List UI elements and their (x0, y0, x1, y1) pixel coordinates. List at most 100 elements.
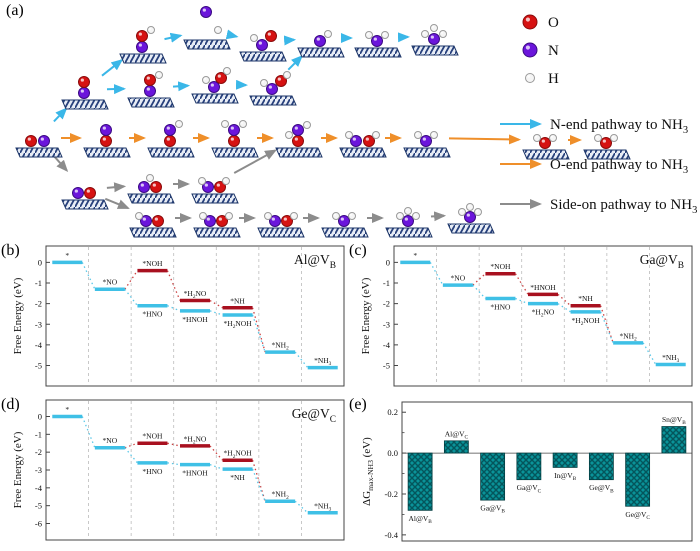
atom-highlight (203, 77, 207, 80)
n-atom-icon (522, 42, 538, 58)
atom-highlight (466, 213, 470, 217)
pathway-arrow-orange (448, 134, 521, 145)
y-tick-label: -4 (35, 483, 43, 493)
n-atom-icon (292, 124, 304, 136)
h-atom-icon (221, 120, 229, 128)
y-tick-label: -2 (35, 299, 42, 309)
step-connector-red (166, 270, 181, 301)
atom-highlight (146, 87, 150, 91)
adsorption-state-t4 (354, 31, 402, 58)
atom-highlight (283, 217, 287, 221)
surface-slab (211, 147, 259, 158)
h-atom-icon (199, 212, 207, 220)
adsorption-state-g3 (191, 177, 239, 204)
y-tick-label: 0.0 (387, 448, 398, 458)
adsorption-state-g2 (127, 174, 175, 204)
surface-slab (385, 227, 433, 238)
surface-slab (339, 147, 387, 158)
pathway-arrow-cyan (172, 81, 191, 92)
atom-highlight (325, 31, 329, 34)
h-atom-icon (198, 177, 206, 185)
adsorption-state-t3 (297, 30, 345, 58)
legend-pathway-gray: Side-on pathway to NH3 (500, 197, 697, 216)
y-axis-label: Free Energy (eV) (12, 431, 24, 508)
atom-highlight (80, 78, 84, 82)
h-atom-icon (549, 134, 557, 142)
energy-level-label: *H2NOH (572, 316, 601, 327)
panel-d-free-energy-chart: 0 -1 -2 -3 -4 -5 -6 Free Energy (eV) Ge@VC * *NO *N… (12, 399, 345, 541)
atom-highlight (140, 183, 144, 187)
step-connector-cyan (124, 447, 138, 464)
legend-atom-H: H (525, 71, 559, 87)
surface-slab (61, 99, 109, 110)
energy-level-label: *H2NO (532, 308, 555, 319)
h-atom-icon (303, 121, 311, 129)
adsorption-state-t2 (239, 30, 287, 62)
y-axis-label: Free Energy (eV) (360, 277, 372, 354)
atom-highlight (176, 121, 180, 124)
energy-level-label: *H2NO (184, 289, 207, 300)
n-atom-icon (266, 83, 278, 95)
y-tick-label: -1 (35, 429, 42, 439)
step-connector-red (599, 305, 614, 344)
energy-level-label: *NH2 (272, 490, 290, 501)
n-atom-icon (402, 215, 414, 227)
step-connector-cyan (81, 262, 96, 290)
o-atom-icon (539, 137, 551, 149)
surface-slab (191, 93, 239, 104)
o-atom-icon (144, 74, 156, 86)
atom-highlight (200, 213, 204, 216)
energy-level-label: *NO (103, 278, 118, 287)
h-atom-icon (332, 212, 340, 220)
atom-highlight (349, 213, 353, 216)
atom-highlight (352, 137, 356, 141)
energy-level-label: *NH3 (314, 356, 332, 367)
atom-highlight (222, 121, 226, 124)
surface-slab (522, 149, 570, 160)
atom-highlight (405, 208, 409, 211)
atom-highlight (291, 213, 295, 216)
o-atom-icon (136, 30, 148, 42)
surface-slab (127, 97, 175, 108)
y-tick-label: 0.2 (387, 407, 398, 417)
o-atom-icon (600, 137, 612, 149)
o-atom-icon (78, 76, 90, 88)
energy-level-label: *HNOH (530, 283, 556, 292)
atom-highlight (156, 72, 160, 75)
y-tick-label: -1 (35, 278, 42, 288)
h-atom-icon (202, 76, 210, 84)
y-tick-label: -0.4 (385, 530, 399, 540)
atom-highlight (602, 139, 606, 143)
step-connector-cyan (294, 500, 309, 514)
adsorption-state-m2 (147, 120, 195, 158)
h-atom-icon (175, 120, 183, 128)
y-tick-label: -4 (35, 340, 43, 350)
atom-highlight (268, 85, 272, 89)
surface-slab (583, 149, 631, 160)
atom-highlight (223, 178, 227, 181)
surface-slab (403, 147, 451, 158)
adsorption-state-b5 (385, 207, 433, 238)
atom-highlight (271, 217, 275, 221)
y-axis-label: Free Energy (eV) (12, 277, 24, 354)
step-connector-cyan (251, 314, 266, 353)
surface-slab (193, 227, 241, 238)
energy-level-label: *HNO (142, 310, 163, 319)
panel-title: Al@VB (294, 252, 336, 271)
atom-highlight (316, 37, 320, 41)
surface-slab (129, 227, 177, 238)
n-atom-icon (38, 135, 50, 147)
surface-slab (257, 227, 305, 238)
h-atom-icon (412, 212, 420, 220)
bar (516, 452, 542, 481)
atom-highlight (422, 31, 426, 34)
plot-frame (401, 401, 693, 542)
bar (480, 452, 506, 501)
atom-highlight (527, 75, 530, 78)
adsorption-state-b3 (257, 212, 305, 238)
atom-highlight (467, 204, 471, 207)
adsorption-state-b2 (193, 212, 241, 238)
y-tick-label: -0.2 (385, 489, 398, 499)
h-atom-icon (365, 31, 373, 39)
bar (407, 452, 433, 511)
